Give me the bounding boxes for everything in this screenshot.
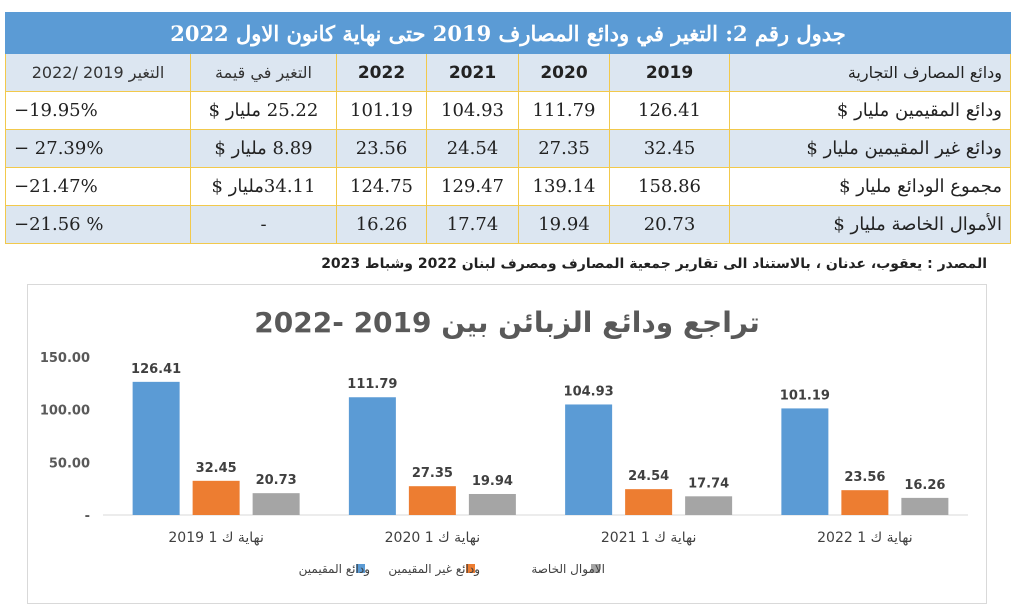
cell-2019: 20.73 xyxy=(609,205,730,244)
data-label: 24.54 xyxy=(628,469,669,484)
bar xyxy=(625,489,673,515)
table-row: −21.47% 34.11مليار $ 124.75 129.47 139.1… xyxy=(5,167,1011,206)
legend-label: الاموال الخاصة xyxy=(531,562,605,577)
cell-2020: 111.79 xyxy=(518,91,610,130)
data-label: 16.26 xyxy=(904,478,945,493)
row-label: ودائع غير المقيمين مليار $ xyxy=(729,129,1011,168)
bar xyxy=(468,493,516,515)
cell-change-value: 8.89 مليار $ xyxy=(190,129,337,168)
deposits-table-container: جدول رقم 2: التغير في ودائع المصارف 2019… xyxy=(5,12,1011,244)
header-change-value: التغير في قيمة xyxy=(190,53,337,92)
cell-change-value: 34.11مليار $ xyxy=(190,167,337,206)
cell-2020: 19.94 xyxy=(518,205,610,244)
deposits-table: جدول رقم 2: التغير في ودائع المصارف 2019… xyxy=(5,12,1011,244)
data-label: 17.74 xyxy=(688,476,729,491)
data-label: 104.93 xyxy=(564,384,614,399)
bar xyxy=(901,497,949,515)
header-year-2020: 2020 xyxy=(518,53,610,92)
bar xyxy=(192,480,240,515)
cell-2021: 104.93 xyxy=(426,91,519,130)
table-row: − 27.39% 8.89 مليار $ 23.56 24.54 27.35 … xyxy=(5,129,1011,168)
chart-container: تراجع ودائع الزبائن بين 2019 -2022 - 50.00… xyxy=(27,284,987,604)
x-tick-label: 2020 نهاية ك 1 xyxy=(385,530,480,546)
table-row: −21.56 % - 16.26 17.74 19.94 20.73 الأمو… xyxy=(5,205,1011,244)
bar xyxy=(565,404,613,515)
chart-title: تراجع ودائع الزبائن بين 2019 -2022 xyxy=(254,306,760,339)
cell-2019: 32.45 xyxy=(609,129,730,168)
table-header-row: التغير 2019 /2022 التغير في قيمة 2022 20… xyxy=(5,53,1011,92)
table-row: −19.95% 25.22 مليار $ 101.19 104.93 111.… xyxy=(5,91,1011,130)
cell-2022: 16.26 xyxy=(336,205,427,244)
data-label: 20.73 xyxy=(256,473,297,488)
bar xyxy=(841,490,889,515)
cell-2019: 126.41 xyxy=(609,91,730,130)
cell-change-pct: −19.95% xyxy=(5,91,191,130)
header-row-label: ودائع المصارف التجارية xyxy=(729,53,1011,92)
cell-2019: 158.86 xyxy=(609,167,730,206)
data-label: 23.56 xyxy=(844,470,885,485)
legend-swatch xyxy=(466,564,475,573)
header-year-2019: 2019 xyxy=(609,53,730,92)
y-tick-label: 150.00 xyxy=(40,351,90,366)
x-tick-label: 2019 نهاية ك 1 xyxy=(168,530,263,546)
x-tick-label: 2022 نهاية ك 1 xyxy=(817,530,912,546)
y-tick-label: 100.00 xyxy=(40,404,90,419)
cell-change-value: 25.22 مليار $ xyxy=(190,91,337,130)
row-label: مجموع الودائع مليار $ xyxy=(729,167,1011,206)
data-label: 19.94 xyxy=(472,474,513,489)
header-year-2022: 2022 xyxy=(336,53,427,92)
cell-change-pct: − 27.39% xyxy=(5,129,191,168)
data-label: 101.19 xyxy=(780,388,830,403)
data-label: 27.35 xyxy=(412,466,453,481)
deposits-bar-chart: تراجع ودائع الزبائن بين 2019 -2022 - 50.00… xyxy=(40,306,968,577)
bar xyxy=(252,493,300,515)
legend-label: ودائع غير المقيمين xyxy=(388,562,480,577)
legend-swatch xyxy=(356,564,365,573)
row-label: ودائع المقيمين مليار $ xyxy=(729,91,1011,130)
data-label: 111.79 xyxy=(347,377,397,392)
cell-2021: 129.47 xyxy=(426,167,519,206)
cell-2022: 124.75 xyxy=(336,167,427,206)
legend-swatch xyxy=(591,564,600,573)
bar xyxy=(348,397,396,515)
legend-label: ودائع المقيمين xyxy=(299,562,370,577)
cell-2021: 24.54 xyxy=(426,129,519,168)
x-tick-label: 2021 نهاية ك 1 xyxy=(601,530,696,546)
cell-change-pct: −21.56 % xyxy=(5,205,191,244)
header-change-pct: التغير 2019 /2022 xyxy=(5,53,191,92)
y-tick-label: 50.00 xyxy=(49,456,90,471)
row-label: الأموال الخاصة مليار $ xyxy=(729,205,1011,244)
cell-2020: 27.35 xyxy=(518,129,610,168)
table-title: جدول رقم 2: التغير في ودائع المصارف 2019… xyxy=(5,12,1011,54)
cell-2022: 23.56 xyxy=(336,129,427,168)
cell-2020: 139.14 xyxy=(518,167,610,206)
data-label: 32.45 xyxy=(196,461,237,476)
bar xyxy=(408,486,456,515)
header-year-2021: 2021 xyxy=(426,53,519,92)
cell-change-value: - xyxy=(190,205,337,244)
bar xyxy=(781,408,829,515)
cell-change-pct: −21.47% xyxy=(5,167,191,206)
y-tick-label: - xyxy=(85,509,90,524)
cell-2022: 101.19 xyxy=(336,91,427,130)
cell-2021: 17.74 xyxy=(426,205,519,244)
source-note: المصدر : يعقوب، عدنان ، بالاستناد الى تق… xyxy=(321,256,987,272)
data-label: 126.41 xyxy=(131,362,181,377)
bar xyxy=(132,381,180,515)
bar xyxy=(685,496,733,515)
